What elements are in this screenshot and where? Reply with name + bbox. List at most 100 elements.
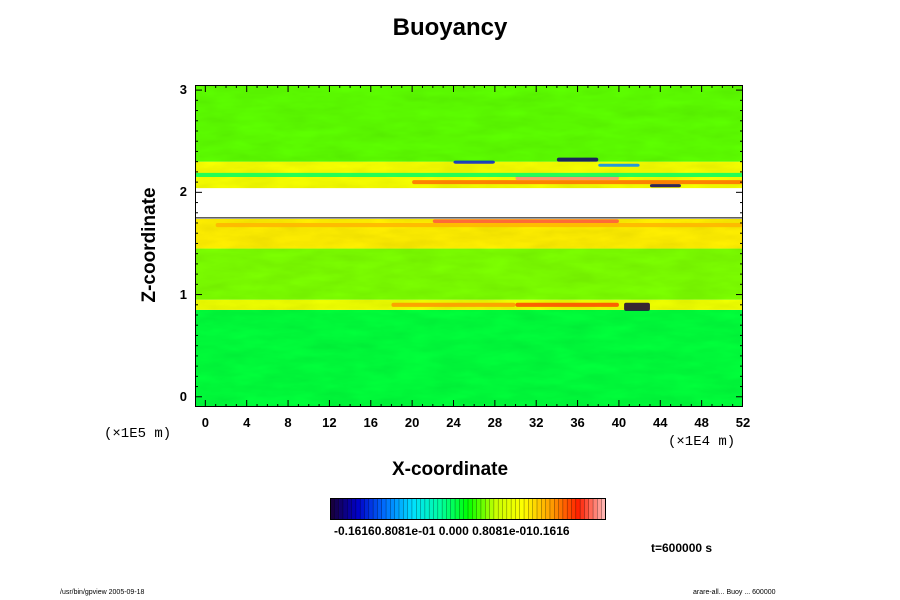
colorbar-cell: [549, 498, 555, 520]
colorbar-cell: [373, 498, 378, 520]
y-unit-label: (×1E5 m): [104, 426, 172, 442]
colorbar-cell: [597, 498, 602, 520]
colorbar-cell: [593, 498, 598, 520]
colorbar-cell: [351, 498, 357, 520]
colorbar-cells: [330, 498, 606, 520]
colorbar-cell: [459, 498, 464, 520]
x-unit-label: (×1E4 m): [668, 434, 736, 450]
x-tick-label: 24: [446, 415, 461, 430]
colorbar-cell: [545, 498, 551, 520]
colorbar-cell: [528, 498, 533, 520]
x-tick-label: 4: [243, 415, 251, 430]
feature-5: [391, 302, 516, 307]
colorbar-cell: [347, 498, 352, 520]
colorbar-cell: [519, 498, 525, 520]
colorbar-cell: [506, 498, 512, 520]
colorbar: [330, 498, 606, 520]
heatmap-features: [195, 157, 743, 311]
x-tick-label: 44: [653, 415, 668, 430]
colorbar-cell: [476, 498, 482, 520]
colorbar-cell: [567, 498, 572, 520]
colorbar-cell: [541, 498, 546, 520]
colorbar-cell: [511, 498, 516, 520]
y-tick-label: 1: [179, 286, 187, 302]
colorbar-cell: [562, 498, 568, 520]
colorbar-cell: [485, 498, 490, 520]
colorbar-cell: [584, 498, 590, 520]
colorbar-cell: [338, 498, 344, 520]
colorbar-cell: [588, 498, 594, 520]
undefined-region: [195, 188, 743, 219]
x-tick-label: 0: [201, 415, 209, 430]
colorbar-cell: [386, 498, 391, 520]
feature-4: [195, 172, 743, 177]
colorbar-cell: [554, 498, 559, 520]
feature-6: [515, 302, 619, 307]
colorbar-cell: [575, 498, 581, 520]
x-tick-label: 28: [487, 415, 503, 430]
colorbar-cell: [442, 498, 447, 520]
colorbar-cell: [532, 498, 538, 520]
x-tick-label: 36: [570, 415, 585, 430]
colorbar-cell: [403, 498, 408, 520]
x-tick-label: 52: [735, 415, 751, 430]
chart-title: Buoyancy: [392, 14, 508, 41]
colorbar-cell: [524, 498, 529, 520]
colorbar-cell: [364, 498, 370, 520]
colorbar-cell: [342, 498, 348, 520]
colorbar-frame: [330, 498, 606, 520]
feature-9: [453, 160, 495, 164]
feature-1: [432, 219, 619, 223]
heatmap-plot: [195, 85, 743, 407]
axis-ticks: [195, 85, 743, 407]
y-tick-label: 3: [179, 82, 187, 98]
x-tick-label: 16: [363, 415, 378, 430]
colorbar-cell: [355, 498, 361, 520]
x-tick-label: 48: [694, 415, 709, 430]
feature-2: [412, 180, 743, 185]
colorbar-cell: [537, 498, 542, 520]
colorbar-cell: [446, 498, 452, 520]
x-tick-label: 20: [404, 415, 420, 430]
feature-10: [649, 184, 681, 188]
colorbar-cell: [368, 498, 374, 520]
colorbar-cell: [407, 498, 413, 520]
footer-left: /usr/bin/gpview 2005-09-18: [60, 589, 145, 596]
colorbar-cell: [437, 498, 443, 520]
texture-overlay: [195, 85, 743, 407]
y-tick-label: 0: [179, 388, 187, 404]
colorbar-cell: [498, 498, 503, 520]
colorbar-cell: [601, 498, 606, 520]
x-tick-label: 8: [284, 415, 292, 430]
colorbar-labels: -0.16160.8081e-01 0.000 0.8081e-010.1616: [334, 524, 570, 538]
undefined-band: [195, 188, 743, 219]
plot-frame: [195, 85, 743, 407]
colorbar-cell: [334, 498, 339, 520]
colorbar-cell: [450, 498, 456, 520]
colorbar-cell: [377, 498, 383, 520]
colorbar-cell: [399, 498, 404, 520]
colorbar-cell: [330, 498, 335, 520]
colorbar-cell: [480, 498, 486, 520]
colorbar-cell: [455, 498, 460, 520]
colorbar-cell: [472, 498, 477, 520]
feature-0: [215, 223, 743, 228]
colorbar-cell: [390, 498, 395, 520]
colorbar-cell: [411, 498, 417, 520]
colorbar-cell: [468, 498, 473, 520]
colorbar-cell: [420, 498, 426, 520]
colorbar-cell: [489, 498, 495, 520]
y-tick-label: 2: [179, 184, 187, 200]
colorbar-cell: [360, 498, 365, 520]
feature-7: [624, 302, 650, 311]
colorbar-cell: [394, 498, 400, 520]
colorbar-cell: [502, 498, 508, 520]
colorbar-cell: [424, 498, 430, 520]
colorbar-cell: [433, 498, 439, 520]
colorbar-cell: [381, 498, 387, 520]
colorbar-cell: [429, 498, 434, 520]
x-tick-label: 40: [611, 415, 627, 430]
x-axis-label: X-coordinate: [391, 459, 509, 480]
colorbar-cell: [558, 498, 564, 520]
y-axis-label: Z-coordinate: [139, 187, 160, 303]
